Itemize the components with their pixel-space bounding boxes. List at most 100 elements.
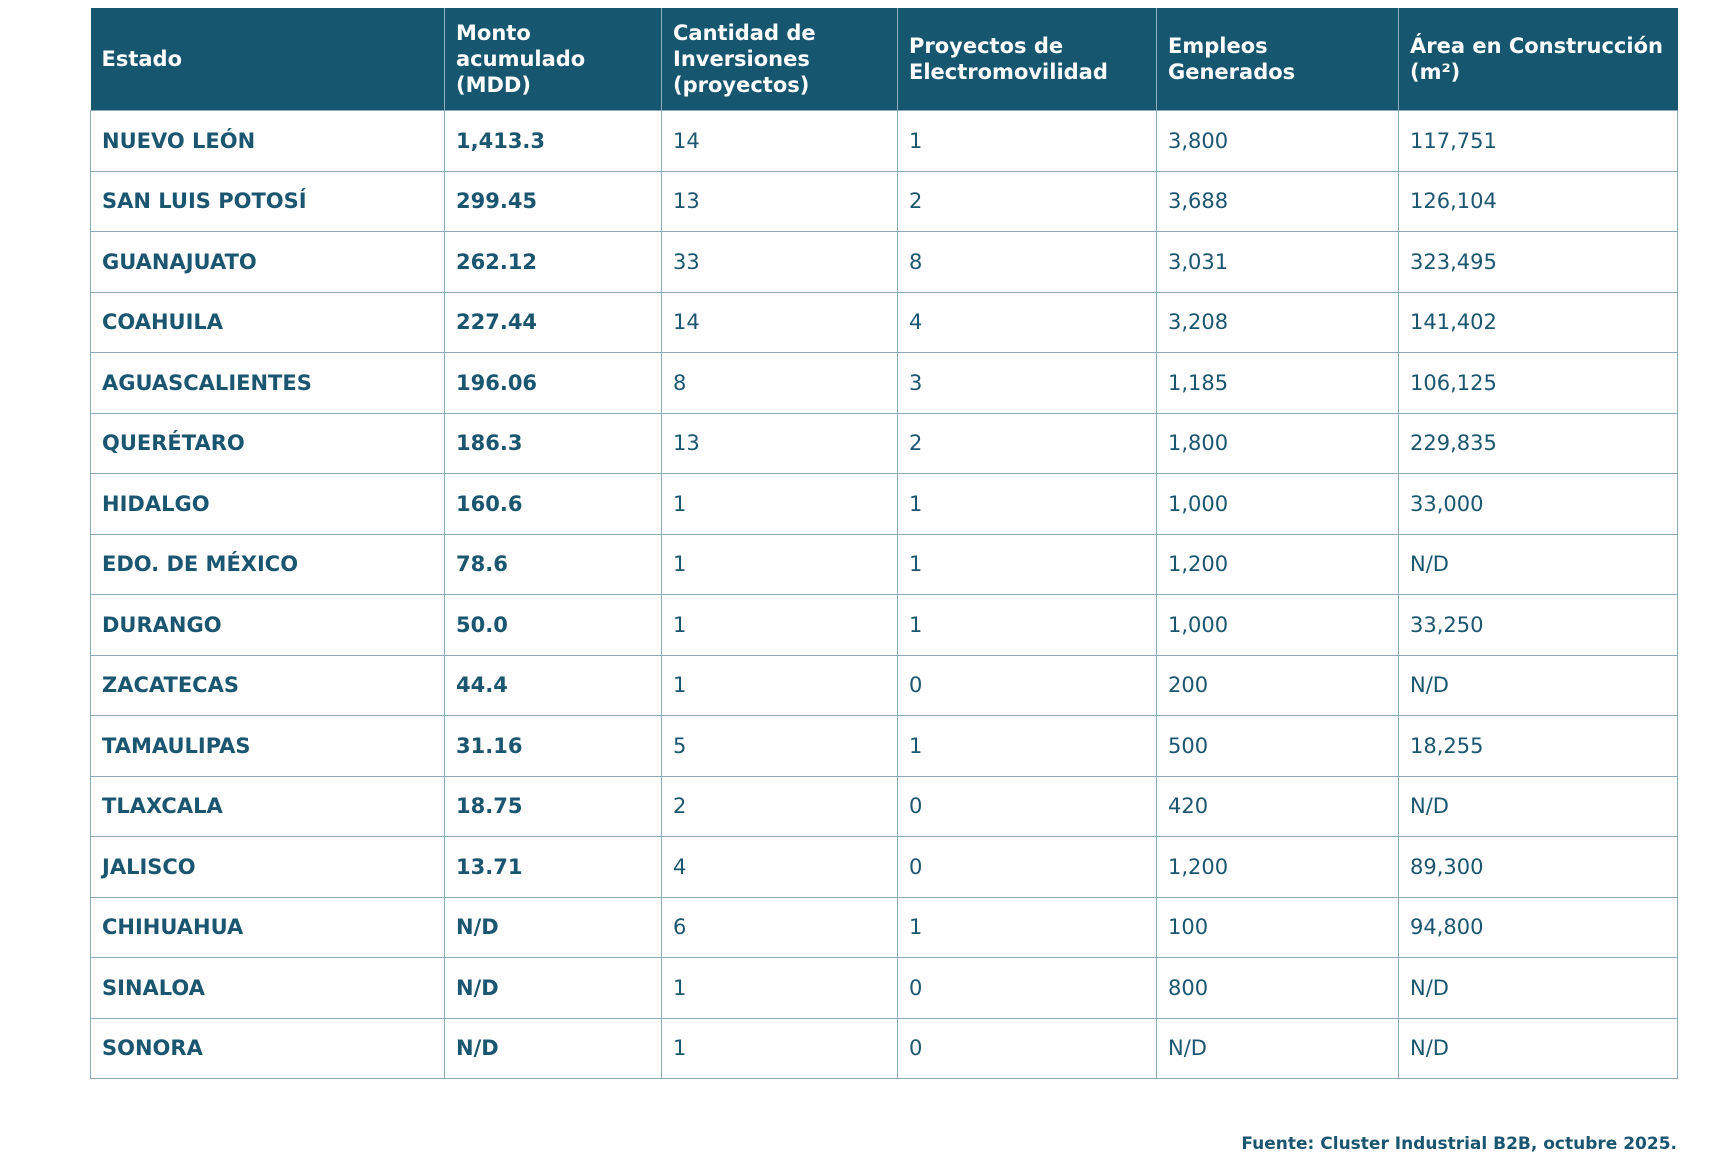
value-cell: 3,800 [1156,110,1399,172]
value-cell: 2 [661,775,898,837]
value-cell: 3,208 [1156,291,1399,353]
value-cell: 200 [1156,654,1399,716]
value-cell: 186.3 [444,412,662,474]
value-cell: 1,200 [1156,836,1399,898]
table-row: EDO. DE MÉXICO 78.6 1 1 1,200 N/D [90,533,1678,595]
header-line: Proyectos de [909,34,1064,58]
column-header: Monto acumulado (MDD) [444,8,662,111]
table-row: SINALOA N/D 1 0 800 N/D [90,957,1678,1019]
table-row: AGUASCALIENTES 196.06 8 3 1,185 106,125 [90,352,1678,414]
value-cell: 1 [897,896,1157,958]
value-cell: 117,751 [1398,110,1678,172]
header-line: (proyectos) [673,73,810,97]
header-line: (MDD) [456,73,531,97]
column-header: Empleos Generados [1156,8,1399,111]
value-cell: 78.6 [444,533,662,595]
table-row: JALISCO 13.71 4 0 1,200 89,300 [90,836,1678,898]
value-cell: 500 [1156,715,1399,777]
value-cell: 2 [897,412,1157,474]
header-line: Generados [1168,60,1296,84]
column-header: Área en Construcción (m²) [1398,8,1678,111]
value-cell: N/D [444,896,662,958]
source-note: Fuente: Cluster Industrial B2B, octubre … [1241,1134,1677,1154]
value-cell: 4 [661,836,898,898]
value-cell: 14 [661,291,898,353]
table-row: QUERÉTARO 186.3 13 2 1,800 229,835 [90,412,1678,474]
table-row: GUANAJUATO 262.12 33 8 3,031 323,495 [90,231,1678,293]
table-row: TLAXCALA 18.75 2 0 420 N/D [90,775,1678,837]
value-cell: 1 [897,110,1157,172]
value-cell: 18,255 [1398,715,1678,777]
value-cell: 0 [897,957,1157,1019]
value-cell: 1 [661,533,898,595]
header-line: Electromovilidad [909,60,1108,84]
value-cell: 13 [661,170,898,232]
header-line: Área en Construcción [1410,34,1663,58]
table-body: NUEVO LEÓN 1,413.3 14 1 3,800 117,751 SAN LUIS… [90,110,1678,1079]
value-cell: 3 [897,352,1157,414]
value-cell: 1 [661,594,898,656]
state-cell: JALISCO [90,836,445,898]
value-cell: 1,000 [1156,594,1399,656]
value-cell: 2 [897,170,1157,232]
state-cell: GUANAJUATO [90,231,445,293]
value-cell: 33,250 [1398,594,1678,656]
header-row: Estado Monto acumulado (MDD) Cantidad de Inve… [90,8,1678,111]
state-cell: DURANGO [90,594,445,656]
state-cell: SAN LUIS POTOSÍ [90,170,445,232]
table-row: HIDALGO 160.6 1 1 1,000 33,000 [90,473,1678,535]
value-cell: 44.4 [444,654,662,716]
state-cell: TAMAULIPAS [90,715,445,777]
value-cell: 3,688 [1156,170,1399,232]
header-line: Estado [101,47,183,71]
value-cell: N/D [1156,1017,1399,1079]
value-cell: 227.44 [444,291,662,353]
value-cell: N/D [1398,1017,1678,1079]
value-cell: 0 [897,836,1157,898]
value-cell: 100 [1156,896,1399,958]
value-cell: 33 [661,231,898,293]
value-cell: 4 [897,291,1157,353]
table-row: SONORA N/D 1 0 N/D N/D [90,1017,1678,1079]
state-cell: SONORA [90,1017,445,1079]
table-row: ZACATECAS 44.4 1 0 200 N/D [90,654,1678,716]
value-cell: 31.16 [444,715,662,777]
value-cell: 8 [661,352,898,414]
value-cell: 299.45 [444,170,662,232]
header-line: Inversiones [673,47,810,71]
value-cell: 126,104 [1398,170,1678,232]
value-cell: 1 [661,473,898,535]
value-cell: 229,835 [1398,412,1678,474]
value-cell: N/D [1398,654,1678,716]
value-cell: 106,125 [1398,352,1678,414]
value-cell: 18.75 [444,775,662,837]
value-cell: 1,000 [1156,473,1399,535]
value-cell: 1,413.3 [444,110,662,172]
value-cell: N/D [1398,957,1678,1019]
value-cell: 94,800 [1398,896,1678,958]
header-line: Empleos [1168,34,1268,58]
value-cell: N/D [444,1017,662,1079]
table-row: CHIHUAHUA N/D 6 1 100 94,800 [90,896,1678,958]
value-cell: 0 [897,775,1157,837]
state-cell: TLAXCALA [90,775,445,837]
value-cell: 1 [897,594,1157,656]
value-cell: 6 [661,896,898,958]
state-cell: SINALOA [90,957,445,1019]
value-cell: 0 [897,654,1157,716]
value-cell: N/D [444,957,662,1019]
column-header: Estado [90,8,445,111]
value-cell: 800 [1156,957,1399,1019]
state-cell: NUEVO LEÓN [90,110,445,172]
table-row: TAMAULIPAS 31.16 5 1 500 18,255 [90,715,1678,777]
value-cell: 141,402 [1398,291,1678,353]
value-cell: 13 [661,412,898,474]
state-cell: COAHUILA [90,291,445,353]
value-cell: 323,495 [1398,231,1678,293]
value-cell: 1,800 [1156,412,1399,474]
header-line: (m²) [1410,60,1461,84]
value-cell: 14 [661,110,898,172]
value-cell: 1 [661,957,898,1019]
column-header: Cantidad de Inversiones (proyectos) [661,8,898,111]
value-cell: 1 [897,715,1157,777]
